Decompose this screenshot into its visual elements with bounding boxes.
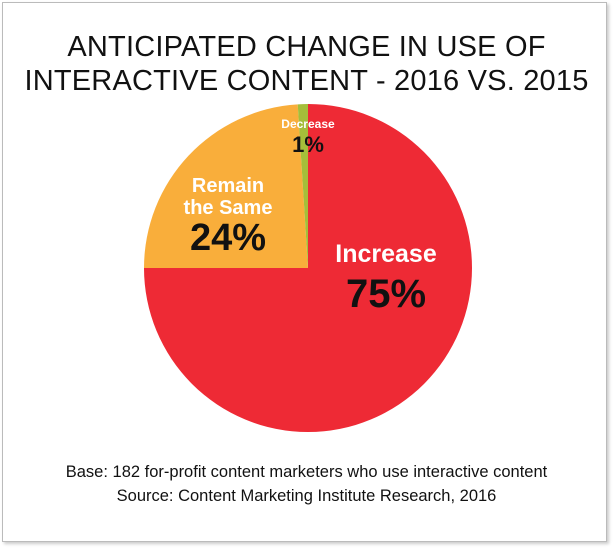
slice-label: the Same [184, 197, 273, 219]
slice-value-label: 1% [292, 132, 324, 157]
slice-value-label: 24% [190, 217, 266, 259]
title-line-1: ANTICIPATED CHANGE IN USE OF [67, 31, 546, 63]
slice-label: Decrease [281, 117, 335, 131]
title-line-2: INTERACTIVE CONTENT - 2016 VS. 2015 [24, 65, 589, 97]
pie-slice-remain-the-same [144, 104, 308, 269]
footnote-source: Source: Content Marketing Institute Rese… [116, 487, 497, 505]
footnote-base: Base: 182 for-profit content marketers w… [65, 463, 548, 481]
slice-label: Remain [192, 175, 264, 197]
pie-slice-decrease [297, 104, 308, 268]
chart-title: ANTICIPATED CHANGE IN USE OF INTERACTIVE… [0, 30, 613, 98]
slice-value-label: 75% [346, 272, 426, 316]
slice-label: Increase [335, 240, 437, 268]
footnotes: Base: 182 for-profit content marketers w… [0, 460, 613, 508]
